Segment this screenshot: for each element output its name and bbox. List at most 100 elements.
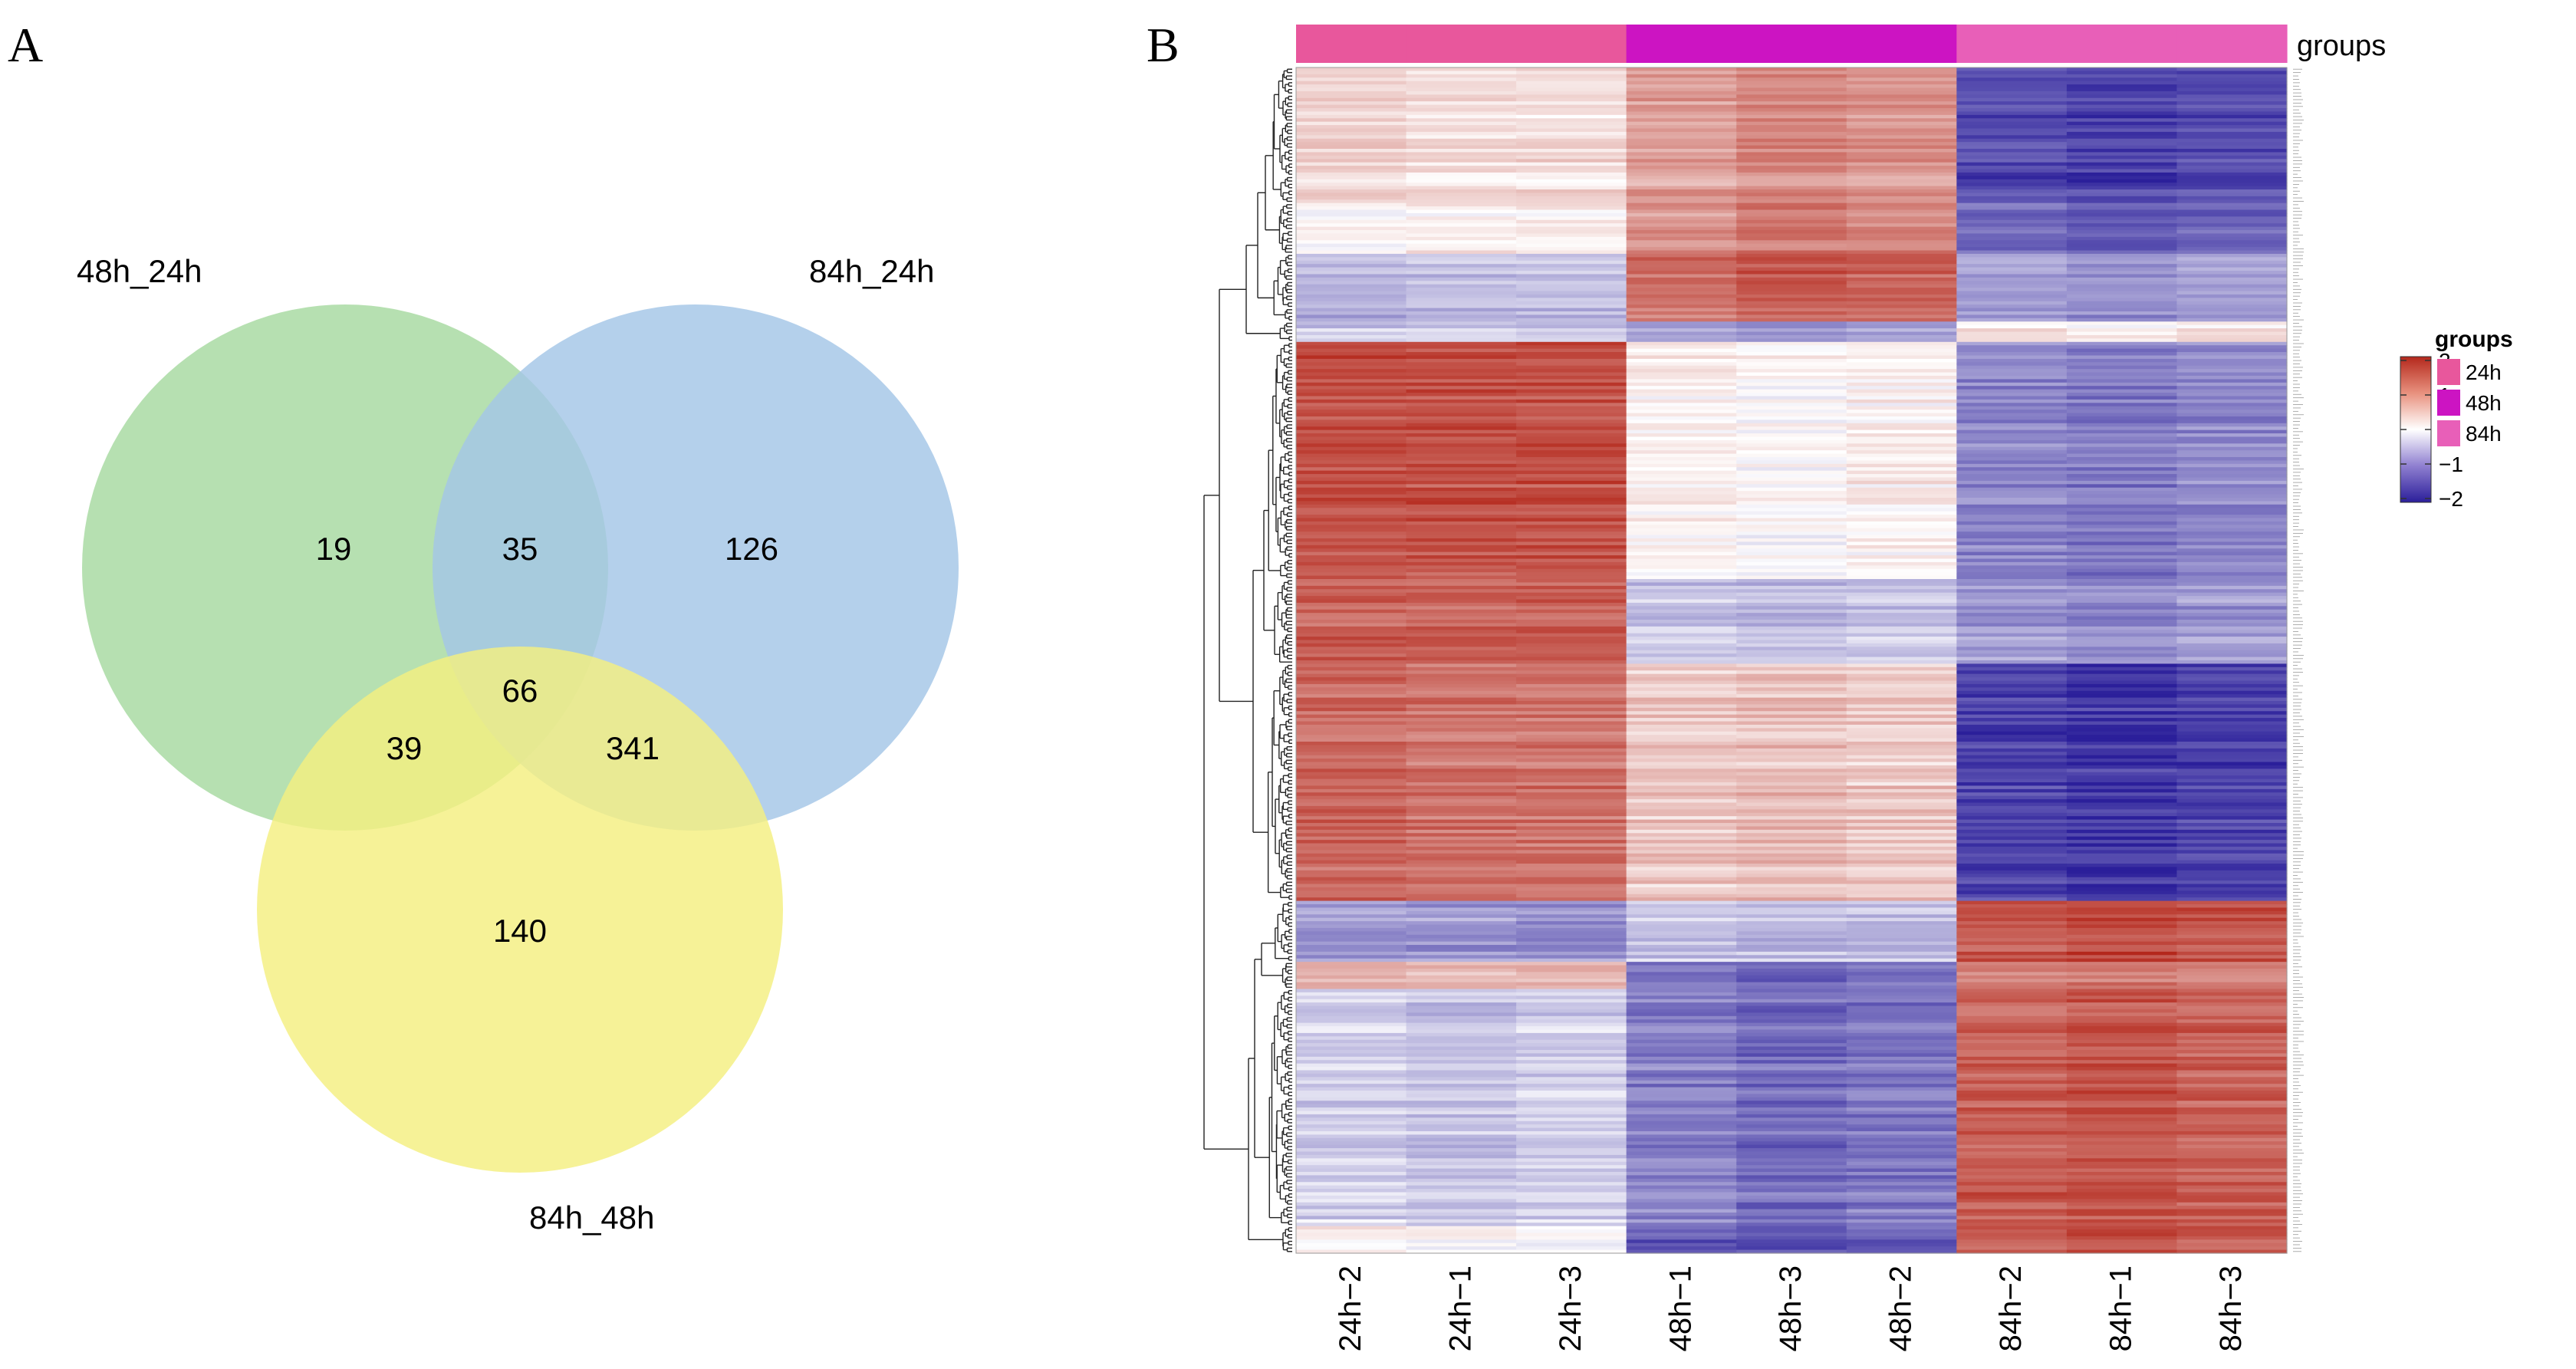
heatmap-cell: [1626, 111, 1737, 116]
heatmap-cell: [1296, 501, 1407, 505]
heatmap-cell: [1516, 555, 1627, 560]
heatmap-cell: [1846, 792, 1957, 797]
heatmap-cell: [1956, 558, 2068, 563]
heatmap-cell: [1516, 921, 1627, 926]
heatmap-cell: [2176, 850, 2288, 854]
heatmap-cell: [1736, 1060, 1847, 1065]
heatmap-cell: [1296, 240, 1407, 245]
heatmap-cell: [1406, 199, 1517, 204]
heatmap-cell: [1846, 413, 1957, 417]
heatmap-cell: [1736, 67, 1847, 72]
heatmap-cell: [2066, 531, 2178, 536]
heatmap-cell: [1736, 396, 1847, 400]
heatmap-cell: [1406, 1036, 1517, 1041]
heatmap-cell: [2176, 264, 2288, 268]
heatmap-cell: [1846, 907, 1957, 912]
heatmap-cell: [2066, 1161, 2178, 1166]
venn-set-label-48h-24h: 48h_24h: [77, 253, 202, 289]
heatmap-cell: [1846, 240, 1957, 245]
heatmap-cell: [1516, 1239, 1627, 1244]
heatmap-cell: [1736, 1127, 1847, 1132]
heatmap-cell: [1956, 687, 2068, 692]
heatmap-cell: [1516, 558, 1627, 563]
heatmap-cell: [1626, 179, 1737, 183]
heatmap-cell: [1736, 525, 1847, 529]
heatmap-cell: [1406, 318, 1517, 322]
heatmap-cell: [1846, 1124, 1957, 1129]
heatmap-cell: [2066, 429, 2178, 434]
heatmap-cell: [1736, 162, 1847, 166]
heatmap-cell: [1296, 721, 1407, 726]
heatmap-cell: [1626, 1087, 1737, 1091]
heatmap-cell: [1846, 1084, 1957, 1088]
heatmap-cell: [1626, 497, 1737, 502]
heatmap-cell: [1736, 1144, 1847, 1149]
heatmap-cell: [2176, 348, 2288, 353]
heatmap-cell: [2176, 104, 2288, 109]
heatmap-cell: [1516, 108, 1627, 113]
heatmap-cell: [1296, 1168, 1407, 1173]
heatmap-cell: [1736, 318, 1847, 322]
heatmap-cell: [2066, 443, 2178, 448]
heatmap-cell: [1516, 721, 1627, 726]
heatmap-cell: [1736, 799, 1847, 804]
heatmap-cell: [1736, 1032, 1847, 1037]
heatmap-cell: [1406, 904, 1517, 909]
heatmap-cell: [2066, 504, 2178, 508]
heatmap-cell: [1296, 125, 1407, 130]
heatmap-cell: [1296, 253, 1407, 258]
heatmap-cell: [1406, 403, 1517, 407]
heatmap-cell: [1626, 900, 1737, 905]
heatmap-cell: [1736, 1195, 1847, 1200]
heatmap-cell: [1296, 1094, 1407, 1098]
heatmap-cell: [1956, 531, 2068, 536]
heatmap-cell: [1846, 1168, 1957, 1173]
heatmap-cell: [1956, 77, 2068, 82]
heatmap-cell: [1626, 1005, 1737, 1010]
heatmap-cell: [1296, 853, 1407, 857]
heatmap-cell: [1956, 189, 2068, 194]
heatmap-cell: [1516, 1242, 1627, 1247]
heatmap-cell: [2176, 840, 2288, 844]
heatmap-cell: [1736, 121, 1847, 126]
heatmap-cell: [1296, 1101, 1407, 1105]
heatmap-cell: [2066, 788, 2178, 793]
heatmap-cell: [1956, 331, 2068, 336]
heatmap-cell: [1956, 1022, 2068, 1027]
heatmap-cell: [1956, 362, 2068, 367]
heatmap-cell: [1846, 890, 1957, 895]
heatmap-cell: [1956, 833, 2068, 838]
heatmap-cell: [2176, 860, 2288, 864]
heatmap-cell: [1626, 917, 1737, 922]
heatmap-cell: [1846, 867, 1957, 871]
heatmap-cell: [1736, 379, 1847, 383]
heatmap-cell: [2176, 1022, 2288, 1027]
heatmap-cell: [1516, 138, 1627, 143]
heatmap-cell: [1296, 884, 1407, 888]
heatmap-border: [1295, 67, 2288, 1254]
heatmap-cell: [2176, 663, 2288, 668]
heatmap-cell: [1736, 1124, 1847, 1129]
heatmap-cell: [2066, 927, 2178, 932]
heatmap-cell: [1516, 328, 1627, 333]
heatmap-cell: [1406, 728, 1517, 732]
heatmap-cell: [1736, 314, 1847, 319]
heatmap-cell: [1846, 521, 1957, 525]
heatmap-cell: [1406, 884, 1517, 888]
heatmap-cell: [2176, 1009, 2288, 1013]
heatmap-cell: [1406, 1171, 1517, 1176]
heatmap-cell: [1406, 71, 1517, 75]
heatmap-cell: [1406, 759, 1517, 763]
heatmap-cell: [1296, 152, 1407, 156]
heatmap-cell: [1846, 843, 1957, 847]
heatmap-cell: [1516, 1053, 1627, 1058]
heatmap-cell: [2176, 240, 2288, 245]
heatmap-cell: [2176, 253, 2288, 258]
heatmap-cell: [2176, 236, 2288, 241]
heatmap-cell: [1626, 721, 1737, 726]
heatmap-cell: [1846, 934, 1957, 939]
heatmap-cell: [1626, 429, 1737, 434]
heatmap-cell: [1406, 396, 1517, 400]
heatmap-cell: [1296, 948, 1407, 953]
heatmap-cell: [1846, 1242, 1957, 1247]
